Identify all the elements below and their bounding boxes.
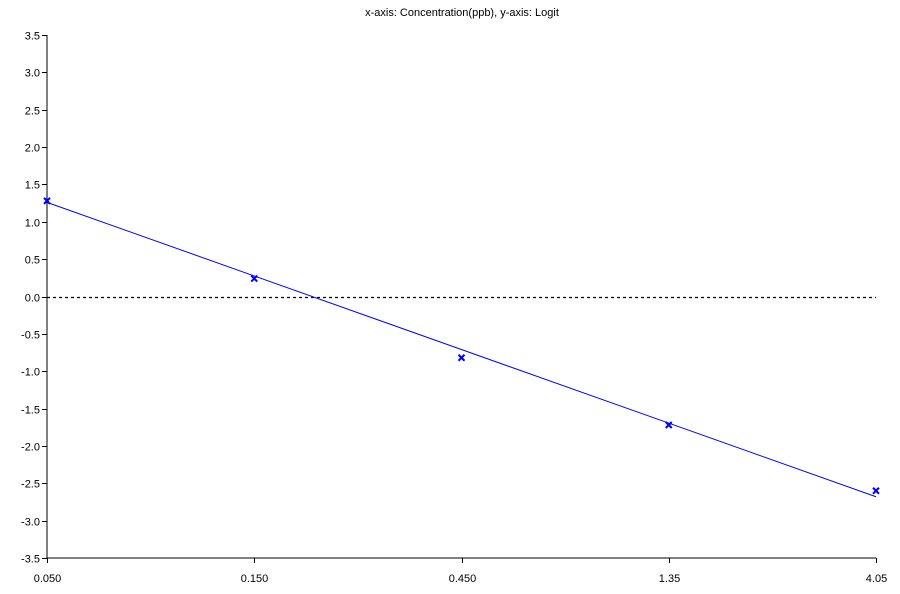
- fit-line-layer: [46, 201, 877, 498]
- y-tick-label: 3.0: [25, 68, 40, 80]
- chart-title: x-axis: Concentration(ppb), y-axis: Logi…: [365, 7, 559, 19]
- data-point-stroke: [43, 197, 51, 205]
- y-tick-label: -2.5: [21, 479, 40, 491]
- x-tick-label: 0.050: [34, 573, 62, 585]
- y-tick-label: -0.5: [21, 330, 40, 342]
- y-tick-label: -3.5: [21, 554, 40, 566]
- y-tick-label: 0.0: [25, 293, 40, 305]
- data-point: [665, 421, 673, 429]
- regression-line: [46, 201, 877, 498]
- data-point-stroke: [872, 487, 880, 495]
- y-tick-label: 1.5: [25, 180, 40, 192]
- x-tick-label: 0.150: [241, 573, 269, 585]
- y-tick-label: 2.0: [25, 143, 40, 155]
- y-tick-label: 3.5: [25, 31, 40, 43]
- data-point: [872, 487, 880, 495]
- y-tick-label: -2.0: [21, 442, 40, 454]
- x-tick-label: 1.35: [659, 573, 680, 585]
- data-point-stroke: [250, 274, 258, 283]
- y-tick-label: 0.5: [25, 255, 40, 267]
- x-tick-label: 4.05: [866, 573, 887, 585]
- data-point: [250, 274, 258, 283]
- data-point: [43, 197, 51, 205]
- y-tick-label: -1.5: [21, 405, 40, 417]
- data-points-layer: [43, 197, 880, 495]
- y-tick-label: 2.5: [25, 106, 40, 118]
- data-point-stroke: [665, 421, 673, 429]
- axes: -3.5 -3.0 -2.5 -2.0 -1.5 -1.0 -0.5 0.0 0.5 1.0 1.5…: [21, 31, 887, 586]
- y-tick-label: -1.0: [21, 367, 40, 379]
- x-tick-label: 0.450: [449, 573, 477, 585]
- data-point: [457, 354, 466, 362]
- y-tick-label: -3.0: [21, 517, 40, 529]
- y-tick-label: 1.0: [25, 218, 40, 230]
- data-point-stroke: [457, 354, 466, 362]
